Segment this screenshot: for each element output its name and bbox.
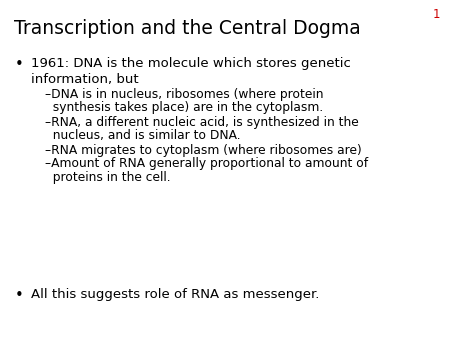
Text: information, but: information, but <box>31 73 138 86</box>
Text: –DNA is in nucleus, ribosomes (where protein: –DNA is in nucleus, ribosomes (where pro… <box>45 88 324 101</box>
Text: •: • <box>14 57 23 72</box>
Text: nucleus, and is similar to DNA.: nucleus, and is similar to DNA. <box>45 129 241 142</box>
Text: 1961: DNA is the molecule which stores genetic: 1961: DNA is the molecule which stores g… <box>31 57 351 70</box>
Text: –RNA, a different nucleic acid, is synthesized in the: –RNA, a different nucleic acid, is synth… <box>45 116 359 128</box>
Text: synthesis takes place) are in the cytoplasm.: synthesis takes place) are in the cytopl… <box>45 101 323 114</box>
Text: Transcription and the Central Dogma: Transcription and the Central Dogma <box>14 19 361 38</box>
Text: –RNA migrates to cytoplasm (where ribosomes are): –RNA migrates to cytoplasm (where riboso… <box>45 144 362 156</box>
Text: •: • <box>14 288 23 303</box>
Text: proteins in the cell.: proteins in the cell. <box>45 171 171 184</box>
Text: –Amount of RNA generally proportional to amount of: –Amount of RNA generally proportional to… <box>45 157 368 170</box>
Text: 1: 1 <box>432 8 440 21</box>
Text: All this suggests role of RNA as messenger.: All this suggests role of RNA as messeng… <box>31 288 319 301</box>
